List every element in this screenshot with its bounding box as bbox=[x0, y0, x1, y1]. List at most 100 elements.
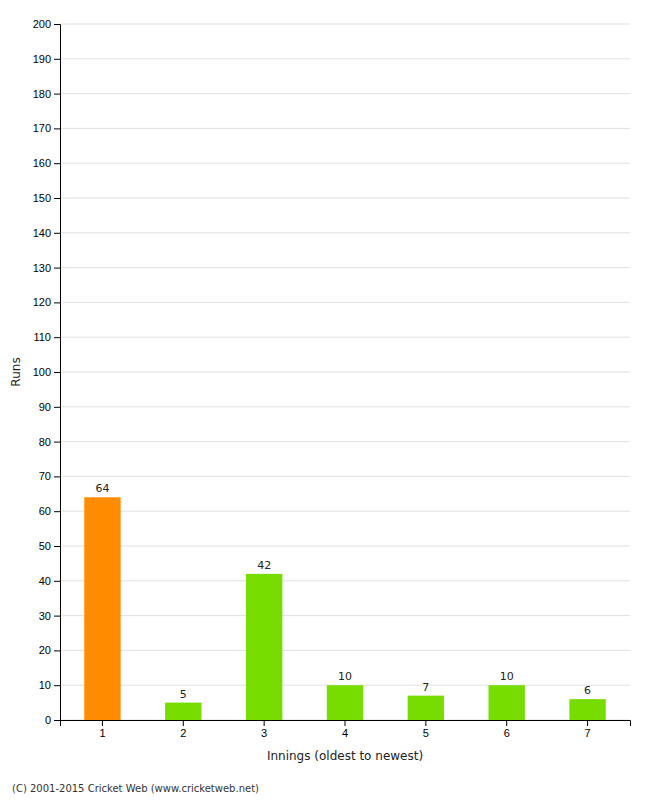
footer: (C) 2001-2015 Cricket Web (www.cricketwe… bbox=[12, 783, 259, 794]
bar bbox=[408, 696, 444, 720]
data-label: 42 bbox=[257, 559, 271, 572]
y-tick-mark bbox=[54, 24, 60, 25]
y-tick-mark bbox=[54, 94, 60, 95]
bar bbox=[327, 685, 363, 720]
y-tick-label: 30 bbox=[39, 610, 51, 622]
grid-line bbox=[60, 615, 630, 616]
y-tick-mark bbox=[54, 337, 60, 338]
plot-area: 6454210710612345670102030405060708090100… bbox=[33, 18, 631, 739]
y-tick-label: 190 bbox=[33, 53, 51, 65]
x-tick: 1 bbox=[99, 720, 105, 739]
y-tick-mark bbox=[54, 581, 60, 582]
x-tick-label: 3 bbox=[261, 727, 267, 739]
y-tick-label: 40 bbox=[39, 575, 51, 587]
x-tick-label: 4 bbox=[342, 727, 348, 739]
y-tick-label: 90 bbox=[39, 401, 51, 413]
data-labels: 64542107106 bbox=[95, 482, 591, 700]
grid-line bbox=[60, 650, 630, 651]
y-tick: 120 bbox=[33, 296, 60, 308]
y-tick: 0 bbox=[45, 714, 60, 726]
y-tick-label: 60 bbox=[39, 505, 51, 517]
x-axis-line bbox=[61, 721, 631, 727]
y-tick-label: 130 bbox=[33, 262, 51, 274]
x-tick-mark bbox=[183, 720, 184, 726]
bar bbox=[165, 703, 201, 720]
y-tick-mark bbox=[54, 546, 60, 547]
y-tick-label: 70 bbox=[39, 470, 51, 482]
grid-line bbox=[60, 93, 630, 94]
y-tick-mark bbox=[54, 720, 60, 721]
y-tick-label: 160 bbox=[33, 157, 51, 169]
bar bbox=[569, 699, 605, 720]
y-tick-label: 10 bbox=[39, 679, 51, 691]
y-tick: 70 bbox=[39, 470, 60, 482]
y-tick: 60 bbox=[39, 505, 60, 517]
x-tick-label: 7 bbox=[584, 727, 590, 739]
y-tick: 190 bbox=[33, 53, 60, 65]
data-label: 7 bbox=[422, 681, 429, 694]
grid-line bbox=[60, 232, 630, 233]
x-tick-label: 5 bbox=[423, 727, 429, 739]
y-tick-mark bbox=[54, 442, 60, 443]
y-tick-mark bbox=[54, 476, 60, 477]
y-tick-label: 80 bbox=[39, 436, 51, 448]
x-axis: 1 2 3 4 5 6 7 bbox=[61, 720, 631, 739]
y-tick: 10 bbox=[39, 679, 60, 691]
y-axis: 0 10 20 30 40 50 60 70 80 90 100 110 120 130 140 150 160… bbox=[33, 18, 61, 726]
grid bbox=[60, 24, 630, 720]
y-tick: 110 bbox=[33, 331, 60, 343]
grid-line bbox=[60, 372, 630, 373]
y-tick: 40 bbox=[39, 575, 60, 587]
y-tick: 170 bbox=[33, 122, 60, 134]
y-tick: 200 bbox=[33, 18, 60, 30]
x-tick-label: 2 bbox=[180, 727, 186, 739]
y-tick: 160 bbox=[33, 157, 60, 169]
grid-line bbox=[60, 511, 630, 512]
y-tick-mark bbox=[54, 233, 60, 234]
y-tick-mark bbox=[54, 407, 60, 408]
grid-line bbox=[60, 163, 630, 164]
bar bbox=[84, 497, 120, 720]
y-tick-mark bbox=[54, 616, 60, 617]
y-tick-mark bbox=[54, 302, 60, 303]
chart-svg: 6454210710612345670102030405060708090100… bbox=[0, 0, 650, 800]
y-tick-label: 180 bbox=[33, 88, 51, 100]
grid-line bbox=[60, 546, 630, 547]
data-label: 6 bbox=[584, 684, 591, 697]
y-tick: 30 bbox=[39, 610, 60, 622]
y-tick-label: 120 bbox=[33, 296, 51, 308]
x-tick: 6 bbox=[504, 720, 510, 739]
y-tick-label: 0 bbox=[45, 714, 51, 726]
bars bbox=[84, 497, 605, 720]
y-tick-label: 170 bbox=[33, 122, 51, 134]
y-tick-mark bbox=[54, 163, 60, 164]
y-tick-mark bbox=[54, 128, 60, 129]
grid-line bbox=[60, 302, 630, 303]
y-tick: 130 bbox=[33, 262, 60, 274]
x-tick-mark bbox=[264, 720, 265, 726]
y-tick-mark bbox=[54, 650, 60, 651]
y-tick: 140 bbox=[33, 227, 60, 239]
grid-line bbox=[60, 267, 630, 268]
y-tick: 100 bbox=[33, 366, 60, 378]
grid-line bbox=[60, 441, 630, 442]
x-tick: 7 bbox=[584, 720, 590, 739]
data-label: 64 bbox=[95, 482, 109, 495]
y-tick: 80 bbox=[39, 436, 60, 448]
x-tick-mark bbox=[506, 720, 507, 726]
y-tick: 50 bbox=[39, 540, 60, 552]
y-tick: 150 bbox=[33, 192, 60, 204]
data-label: 10 bbox=[338, 670, 352, 683]
y-tick: 20 bbox=[39, 644, 60, 656]
grid-line bbox=[60, 128, 630, 129]
grid-line bbox=[60, 337, 630, 338]
y-tick-mark bbox=[54, 198, 60, 199]
grid-line bbox=[60, 198, 630, 199]
y-tick-mark bbox=[54, 372, 60, 373]
y-tick: 90 bbox=[39, 401, 60, 413]
x-tick: 3 bbox=[261, 720, 267, 739]
data-label: 5 bbox=[180, 688, 187, 701]
grid-line bbox=[60, 58, 630, 59]
x-tick-mark bbox=[587, 720, 588, 726]
grid-line bbox=[60, 476, 630, 477]
